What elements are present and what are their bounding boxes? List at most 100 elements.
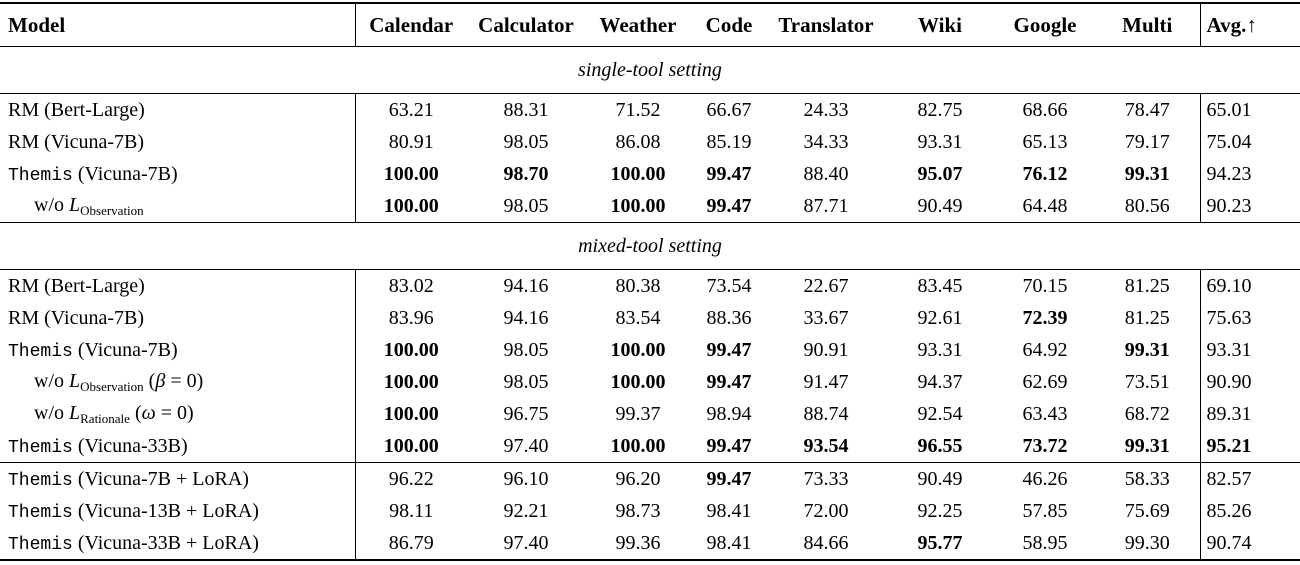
value-cell: 99.47	[706, 195, 752, 217]
value-cell: 88.31	[503, 99, 549, 121]
value-cell: 98.73	[615, 500, 661, 522]
value-cell: 99.47	[706, 435, 752, 457]
avg-cell: 75.63	[1206, 307, 1252, 329]
table-row: Themis (Vicuna-33B + LoRA) 86.79 97.40 99.3…	[0, 527, 1300, 560]
value-cell: 90.49	[885, 462, 995, 495]
model-cell: w/o LObservation (β = 0)	[0, 366, 356, 398]
value-cell: 100.00	[383, 435, 439, 457]
value-cell: 99.47	[706, 163, 752, 185]
avg-cell: 90.74	[1206, 532, 1252, 554]
header-model: Model	[0, 3, 356, 47]
value-cell: 92.25	[917, 500, 963, 522]
model-name-segment: Themis	[8, 437, 73, 458]
section-title-row: mixed-tool setting	[0, 222, 1300, 270]
value-cell: 100.00	[383, 339, 439, 361]
avg-cell: 82.57	[1200, 462, 1300, 495]
model-name-segment: RM (Vicuna-7B)	[8, 307, 144, 329]
value-cell: 73.51	[1095, 366, 1201, 398]
table-row: Themis (Vicuna-7B + LoRA) 96.22 96.10 96.20…	[0, 462, 1300, 495]
model-cell: RM (Vicuna-7B)	[0, 126, 356, 158]
value-cell: 92.54	[917, 403, 963, 425]
header-code: Code	[705, 12, 753, 37]
value-cell: 46.26	[995, 462, 1095, 495]
value-cell: 88.36	[706, 307, 752, 329]
value-cell: 100.00	[610, 435, 666, 457]
model-name-segment: w/o	[34, 194, 69, 216]
value-cell: 65.13	[1022, 131, 1068, 153]
value-cell: 100.00	[383, 371, 439, 393]
value-cell: 87.71	[803, 195, 849, 217]
model-name-segment: = 0)	[165, 370, 204, 392]
value-cell: 99.47	[706, 371, 752, 393]
value-cell: 98.41	[706, 500, 752, 522]
avg-cell: 90.23	[1206, 195, 1252, 217]
value-cell: 58.95	[1022, 532, 1068, 554]
avg-cell: 94.23	[1206, 163, 1252, 185]
model-cell: w/o LObservation	[0, 190, 356, 223]
value-cell: 82.75	[917, 99, 963, 121]
model-name-segment: Observation	[80, 203, 144, 218]
model-name-segment: w/o	[34, 370, 69, 392]
header-calendar: Calendar	[369, 12, 454, 37]
value-cell: 100.00	[610, 371, 666, 393]
value-cell: 100.00	[383, 163, 439, 185]
model-name-segment: RM (Bert-Large)	[8, 275, 145, 297]
avg-cell: 85.26	[1206, 500, 1252, 522]
value-cell: 100.00	[610, 339, 666, 361]
avg-cell: 75.04	[1206, 131, 1252, 153]
model-name-segment: ω	[141, 402, 156, 424]
model-name-segment: (Vicuna-7B)	[72, 338, 178, 361]
header-avg: Avg.↑	[1206, 12, 1257, 37]
value-cell: 68.72	[1095, 398, 1201, 430]
model-name-segment: (Vicuna-33B)	[72, 434, 188, 457]
table-row: Themis (Vicuna-7B) 100.00 98.70 100.00 99.47…	[0, 158, 1300, 190]
value-cell: 92.21	[503, 500, 549, 522]
value-cell: 95.07	[917, 163, 963, 185]
value-cell: 93.54	[803, 435, 849, 457]
value-cell: 100.00	[383, 195, 439, 217]
value-cell: 99.47	[691, 462, 767, 495]
value-cell: 57.85	[1022, 500, 1068, 522]
value-cell: 86.08	[615, 131, 661, 153]
model-name-segment: w/o	[34, 402, 69, 424]
header-wiki: Wiki	[918, 12, 962, 37]
model-cell: RM (Vicuna-7B)	[0, 302, 356, 334]
value-cell: 96.75	[503, 403, 549, 425]
value-cell: 92.61	[917, 307, 963, 329]
value-cell: 99.37	[615, 403, 661, 425]
value-cell: 76.12	[1022, 163, 1068, 185]
value-cell: 80.38	[615, 275, 661, 297]
model-cell: w/o LRationale (ω = 0)	[0, 398, 356, 430]
value-cell: 81.25	[1095, 269, 1201, 302]
header-translator: Translator	[778, 12, 874, 37]
value-cell: 98.11	[389, 500, 434, 522]
value-cell: 98.70	[503, 163, 549, 185]
value-cell: 88.74	[803, 403, 849, 425]
value-cell: 83.45	[917, 275, 963, 297]
value-cell: 81.25	[1095, 302, 1201, 334]
value-cell: 34.33	[803, 131, 849, 153]
avg-cell: 93.31	[1206, 339, 1252, 361]
value-cell: 22.67	[803, 275, 849, 297]
model-name-segment: RM (Vicuna-7B)	[8, 131, 144, 153]
model-name-segment: Themis	[8, 165, 73, 186]
model-name-segment: L	[69, 402, 81, 424]
table-row: w/o LObservation 100.00 98.05 100.00 99.47 87…	[0, 190, 1300, 223]
model-name-segment: Observation	[80, 379, 144, 394]
section-title: mixed-tool setting	[0, 222, 1300, 270]
value-cell: 99.36	[615, 532, 661, 554]
value-cell: 78.47	[1095, 93, 1201, 126]
value-cell: 84.66	[803, 532, 849, 554]
table-row: RM (Bert-Large) 63.21 88.31 71.52 66.67 24.33…	[0, 93, 1300, 126]
model-name-segment: Themis	[8, 341, 73, 362]
avg-cell: 95.21	[1206, 435, 1252, 457]
value-cell: 96.10	[467, 462, 585, 495]
model-cell: Themis (Vicuna-7B)	[0, 158, 356, 190]
model-name-segment: L	[69, 370, 81, 392]
value-cell: 98.05	[503, 195, 549, 217]
value-cell: 93.31	[917, 339, 963, 361]
header-calculator: Calculator	[478, 12, 574, 37]
table-row: RM (Vicuna-7B) 83.96 94.16 83.54 88.36 33.67 9…	[0, 302, 1300, 334]
table-row: Themis (Vicuna-33B) 100.00 97.40 100.00 99.4…	[0, 430, 1300, 463]
